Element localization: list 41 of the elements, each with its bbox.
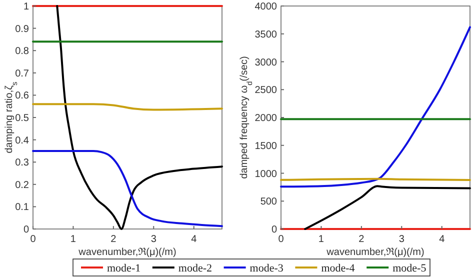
y-tick-label: 0.1 bbox=[15, 202, 30, 214]
y-tick-label: 0.8 bbox=[15, 46, 30, 58]
legend-label: mode-5 bbox=[392, 262, 427, 274]
x-tick-label: 2 bbox=[110, 234, 117, 245]
y-tick-label: 2500 bbox=[254, 85, 278, 96]
legend-label: mode-4 bbox=[321, 262, 356, 274]
legend-label: mode-1 bbox=[107, 262, 141, 274]
x-tick-label: 3 bbox=[150, 234, 157, 245]
x-tick-label: 3 bbox=[398, 234, 405, 245]
x-tick-label: 0 bbox=[278, 234, 284, 245]
x-axis-title: wavenumber,ℜ(μ)(/m) bbox=[326, 247, 424, 258]
y-tick-label: 3000 bbox=[254, 57, 278, 68]
y-tick-label: 3500 bbox=[254, 29, 278, 40]
y-tick-label: 0.4 bbox=[15, 135, 30, 146]
y-tick-label: 0.9 bbox=[15, 24, 30, 35]
line-series bbox=[56, 5, 223, 230]
y-tick-label: 0.6 bbox=[15, 90, 30, 102]
y-tick-label: 1000 bbox=[254, 168, 278, 180]
y-tick-label: 1 bbox=[23, 2, 30, 12]
y-tick-label: 0.5 bbox=[15, 113, 30, 124]
legend-label: mode-3 bbox=[250, 262, 284, 274]
y-tick-label: 4000 bbox=[254, 2, 278, 12]
x-tick-label: 1 bbox=[318, 234, 324, 245]
x-tick-label: 1 bbox=[70, 234, 76, 245]
y-tick-label: 0.7 bbox=[15, 68, 30, 80]
x-tick-label: 4 bbox=[191, 234, 198, 245]
y-tick-label: 1500 bbox=[254, 140, 278, 152]
line-series bbox=[304, 185, 471, 230]
y-tick-label: 2000 bbox=[254, 113, 278, 124]
y-tick-label: 0.3 bbox=[15, 158, 30, 169]
y-tick-label: 0 bbox=[271, 224, 278, 236]
legend-label: mode-2 bbox=[178, 262, 212, 274]
y-tick-label: 0 bbox=[23, 224, 30, 236]
y-tick-label: 500 bbox=[260, 196, 278, 208]
y-tick-label: 0.2 bbox=[15, 180, 30, 191]
x-tick-label: 2 bbox=[358, 234, 365, 245]
x-tick-label: 0 bbox=[30, 234, 36, 245]
x-tick-label: 4 bbox=[439, 234, 446, 245]
line-series bbox=[280, 26, 471, 188]
x-axis-title: wavenumber,ℜ(μ)(/m) bbox=[78, 247, 176, 258]
line-series bbox=[32, 150, 223, 228]
